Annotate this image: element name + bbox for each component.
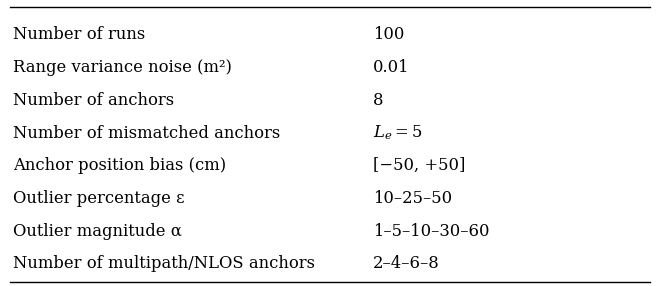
Text: Outlier magnitude α: Outlier magnitude α [13, 223, 182, 240]
Text: 2–4–6–8: 2–4–6–8 [373, 255, 440, 273]
Text: 10–25–50: 10–25–50 [373, 190, 452, 207]
Text: $L_e = 5$: $L_e = 5$ [373, 124, 422, 142]
Text: Number of anchors: Number of anchors [13, 92, 174, 109]
Text: Anchor position bias (cm): Anchor position bias (cm) [13, 157, 226, 174]
Text: 100: 100 [373, 26, 405, 43]
Text: Range variance noise (m²): Range variance noise (m²) [13, 59, 232, 76]
Text: 8: 8 [373, 92, 383, 109]
Text: 0.01: 0.01 [373, 59, 409, 76]
Text: Number of runs: Number of runs [13, 26, 145, 43]
Text: Number of mismatched anchors: Number of mismatched anchors [13, 125, 280, 142]
Text: [−50, +50]: [−50, +50] [373, 157, 465, 174]
Text: Number of multipath/NLOS anchors: Number of multipath/NLOS anchors [13, 255, 315, 273]
Text: Outlier percentage ε: Outlier percentage ε [13, 190, 185, 207]
Text: 1–5–10–30–60: 1–5–10–30–60 [373, 223, 490, 240]
